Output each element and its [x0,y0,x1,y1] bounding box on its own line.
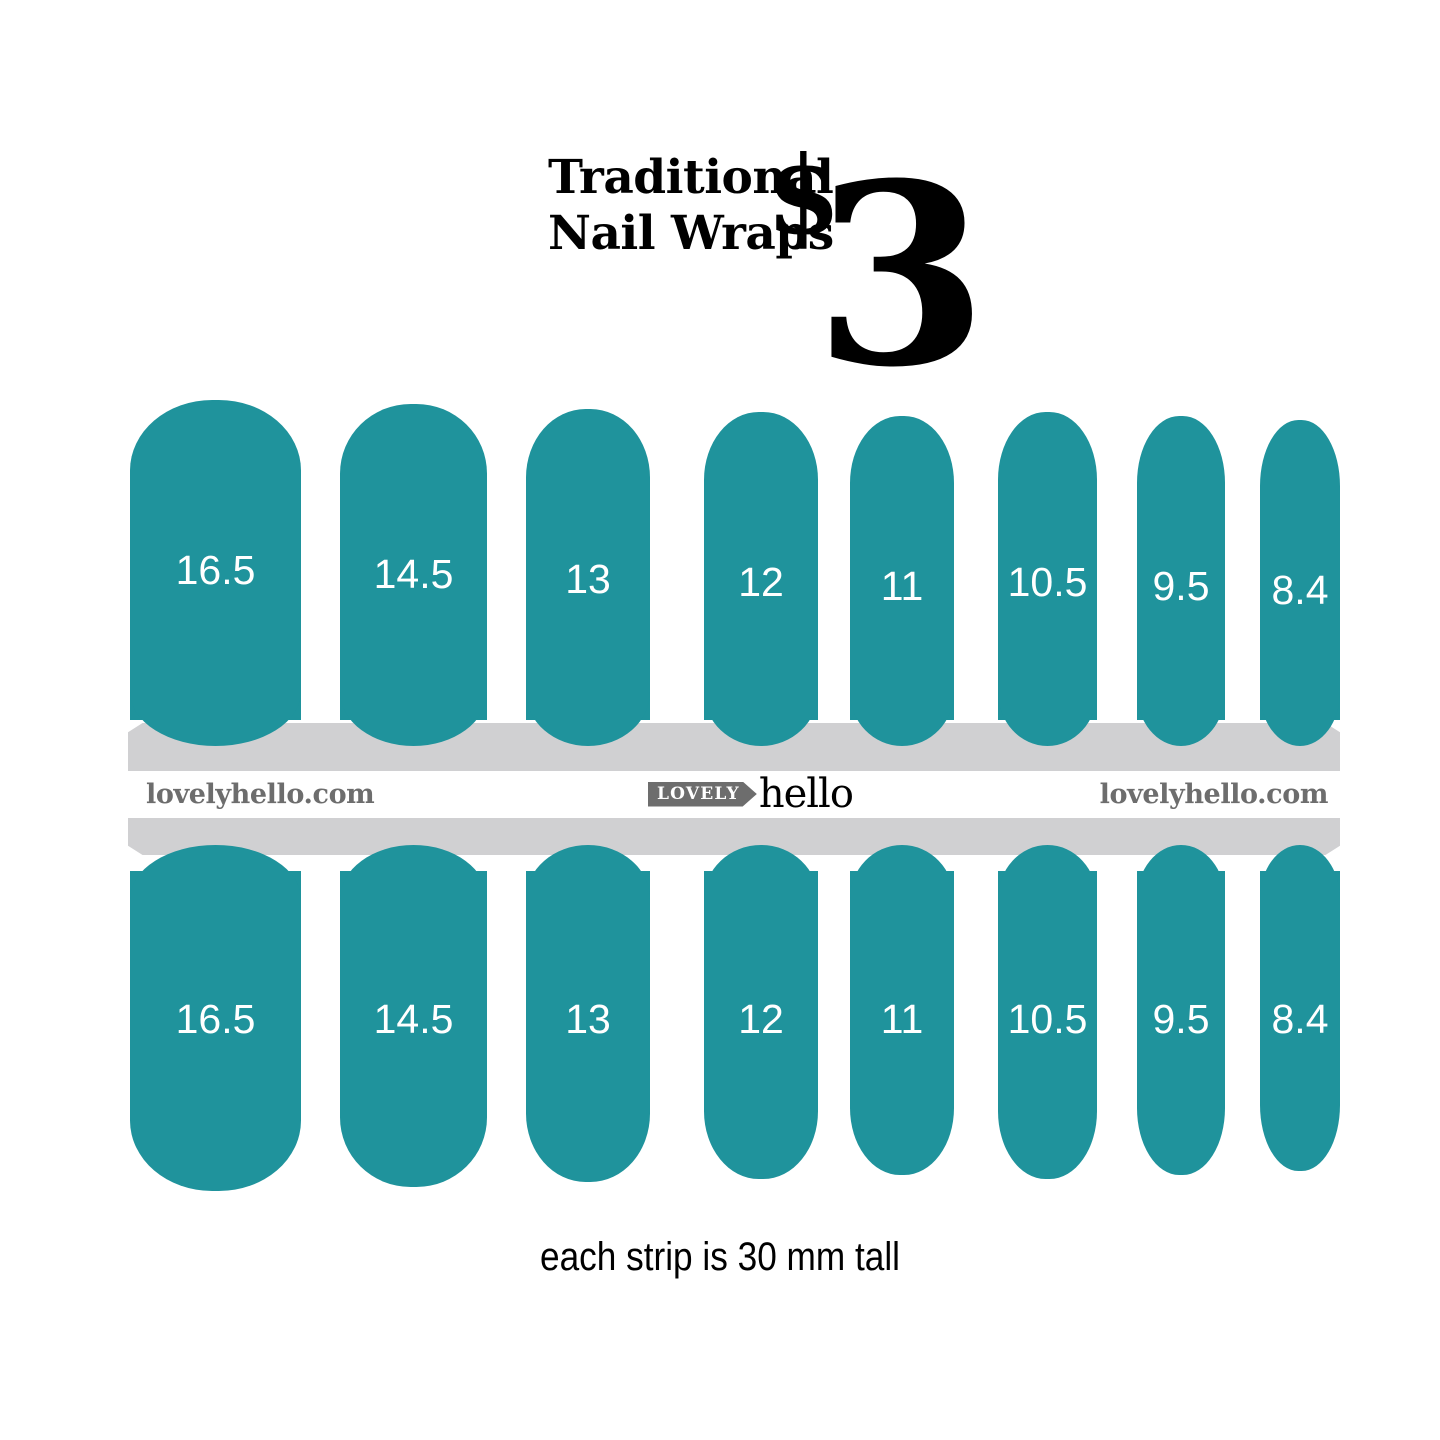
title-line-1: Traditional [548,150,834,205]
price-currency-symbol: $ [766,133,842,259]
nail-10-5: 10.5 [998,412,1097,746]
nail-size-label: 16.5 [175,996,256,1042]
product-title: Traditional Nail Wraps [548,150,838,262]
nail-size-label: 16.5 [175,547,256,593]
nail-size-label: 8.4 [1271,996,1329,1042]
nail-size-label: 8.4 [1271,567,1329,613]
nail-size-label: 10.5 [1007,996,1088,1042]
wrap-sheet: lovelyhello.com LOVELY hello lovelyhello… [128,390,1340,1210]
title-line-2: Nail Wraps [548,206,834,261]
nail-size-label: 11 [880,563,924,609]
nail-8-4: 8.4 [1260,420,1340,746]
nail-10-5: 10.5 [998,845,1097,1179]
nail-row-bottom: 16.5 14.5 13 12 11 10.5 9.5 8.4 [128,845,1340,1191]
nail-11: 11 [850,416,954,746]
band-url-left: lovelyhello.com [146,779,375,810]
nail-size-label: 12 [738,559,784,605]
price-amount: 3 [814,128,988,422]
nail-row-top: 16.5 14.5 13 12 11 10.5 9.5 8.4 [128,390,1340,746]
nail-size-label: 14.5 [373,551,454,597]
nail-size-label: 10.5 [1007,559,1088,605]
nail-11: 11 [850,845,954,1175]
nail-size-label: 13 [565,996,611,1042]
brand-logo-word: hello [758,771,854,817]
nail-12: 12 [704,412,818,746]
nail-16-5: 16.5 [130,400,301,746]
nail-size-label: 13 [565,556,611,602]
nail-9-5: 9.5 [1137,416,1225,746]
nail-size-label: 11 [880,996,924,1042]
band-url-right: lovelyhello.com [1099,779,1329,810]
nail-size-label: 9.5 [1152,563,1210,609]
price-badge: $ 3 [760,133,988,400]
nail-13: 13 [526,409,650,746]
nail-16-5: 16.5 [130,845,301,1191]
nail-13: 13 [526,845,650,1182]
strip-height-note: each strip is 30 mm tall [540,1235,900,1279]
nail-8-4: 8.4 [1260,845,1340,1171]
header: Traditional Nail Wraps $ 3 [0,70,1440,400]
nail-size-label: 14.5 [373,996,454,1042]
nail-12: 12 [704,845,818,1179]
nail-14-5: 14.5 [340,845,487,1187]
nail-14-5: 14.5 [340,404,487,746]
nail-size-label: 9.5 [1152,996,1210,1042]
brand-logo: LOVELY hello [648,768,854,820]
nail-9-5: 9.5 [1137,845,1225,1175]
nail-size-label: 12 [738,996,784,1042]
brand-logo-tag: LOVELY [648,781,757,807]
